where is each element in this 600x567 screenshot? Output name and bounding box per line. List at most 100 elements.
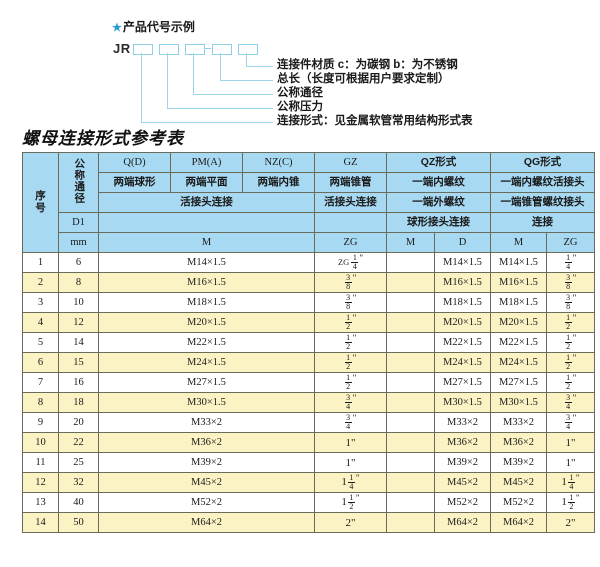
cell-qz-d: M14×1.5: [434, 252, 491, 273]
cell-gz-zg: 3 4 ": [314, 412, 387, 433]
cell-qz-m: [386, 332, 435, 353]
fraction-bar: [564, 261, 572, 263]
cell-qg-zg: 1 2 ": [546, 332, 595, 353]
table-row: 2 8 M16×1.5 3 8 " M16×1.5 M16×1.5 3 8 ": [22, 272, 595, 293]
code-note-bore: 公称通径: [277, 87, 323, 99]
cell-nominal-bore: 18: [58, 392, 99, 413]
cell-thread-m: M14×1.5: [98, 252, 315, 273]
fraction-denominator: 4: [346, 401, 351, 411]
size-whole: 1: [561, 496, 567, 508]
cell-index: 14: [22, 512, 59, 533]
cell-qg-zg: 3 8 ": [546, 272, 595, 293]
code-note-length: 总长（长度可根据用户要求定制）: [277, 73, 450, 85]
inch-size-plain: 1": [565, 436, 576, 449]
fraction-numerator: 1: [349, 492, 354, 502]
fraction-numerator: 1: [566, 252, 571, 262]
cell-index: 13: [22, 492, 59, 513]
star-icon: ★: [112, 22, 122, 34]
cell-gz-zg: 3 8 ": [314, 272, 387, 293]
fraction-bar: [347, 501, 355, 503]
table-row: 14 50 M64×2 2" M64×2 M64×2 2": [22, 512, 595, 533]
cell-qz-m: [386, 392, 435, 413]
fraction-bar: [344, 341, 352, 343]
inch-mark: ": [572, 293, 577, 303]
fraction-bar: [564, 361, 572, 363]
header-index-line1: 序: [35, 189, 46, 202]
header-code-qz: QZ形式: [386, 152, 491, 173]
fraction-denominator: 2: [346, 341, 351, 351]
cell-qz-m: [386, 352, 435, 373]
inch-size-fraction: 3 8 ": [344, 273, 357, 291]
cell-index: 1: [22, 252, 59, 273]
header-connect-qpn: 活接头连接: [98, 192, 315, 213]
cell-thread-m: M18×1.5: [98, 292, 315, 313]
inch-size-fraction: 1 1 2 ": [561, 494, 579, 511]
inch-size-fraction: 3 8 ": [564, 293, 577, 311]
cell-qz-d: M33×2: [434, 412, 491, 433]
fraction-numerator: 1: [349, 472, 354, 482]
fraction-denominator: 8: [566, 281, 571, 291]
inch-mark: ": [572, 373, 577, 383]
cell-nominal-bore: 15: [58, 352, 99, 373]
fraction-denominator: 2: [566, 361, 571, 371]
table-row: 1 6 M14×1.5 ZG 1 4 " M14×1.5 M14×1.5 1 4 ": [22, 252, 595, 273]
fraction-numerator: 1: [566, 332, 571, 342]
size-whole: 1: [561, 476, 567, 488]
fraction-denominator: 2: [566, 321, 571, 331]
cell-qg-m: M16×1.5: [490, 272, 547, 293]
table-row: 13 40 M52×2 1 1 2 " M52×2 M52×2 1 1 2 ": [22, 492, 595, 513]
cell-qg-zg: 3 4 ": [546, 392, 595, 413]
cell-nominal-bore: 12: [58, 312, 99, 333]
size-prefix: ZG: [337, 257, 350, 268]
fraction-bar: [564, 401, 572, 403]
inch-mark: ": [575, 493, 580, 503]
fraction-bar: [344, 281, 352, 283]
fraction-denominator: 4: [569, 481, 574, 491]
code-box-5: [238, 44, 258, 55]
cell-thread-m: M45×2: [98, 472, 315, 493]
fraction-denominator: 2: [566, 381, 571, 391]
nut-connection-spec-table: 序 号 公称通径 Q(D) PM(A) NZ(C) GZ QZ形式 QG形式 两…: [22, 152, 595, 533]
inch-size-plain: 2": [345, 516, 356, 529]
product-code-diagram: ★产品代号示例 JR 连接件材质 c：为碳钢 b：为不锈钢 总长（长度可根据用户…: [0, 0, 600, 133]
cell-qg-zg: 1 2 ": [546, 312, 595, 333]
fraction-numerator: 1: [346, 332, 351, 342]
cell-index: 11: [22, 452, 59, 473]
size-whole: 1: [341, 476, 347, 488]
cell-index: 2: [22, 272, 59, 293]
fraction-bar: [564, 281, 572, 283]
inch-mark: ": [572, 273, 577, 283]
fraction-bar: [564, 321, 572, 323]
cell-qg-m: M33×2: [490, 412, 547, 433]
header-row-units: mm M ZG M D M ZG: [23, 232, 595, 253]
cell-gz-zg: ZG 1 4 ": [314, 252, 387, 273]
inch-size-fraction: 1 2 ": [564, 313, 577, 331]
cell-qg-zg: 1 2 ": [546, 352, 595, 373]
fraction-bar: [564, 421, 572, 423]
cell-qg-zg: 2": [546, 512, 595, 533]
table-header: 序 号 公称通径 Q(D) PM(A) NZ(C) GZ QZ形式 QG形式 两…: [22, 152, 595, 253]
inch-mark: ": [355, 493, 360, 503]
table-row: 3 10 M18×1.5 3 8 " M18×1.5 M18×1.5 3 8 ": [22, 292, 595, 313]
cell-thread-m: M52×2: [98, 492, 315, 513]
table-row: 10 22 M36×2 1" M36×2 M36×2 1": [22, 432, 595, 453]
fraction-denominator: 2: [569, 501, 574, 511]
inch-size-fraction: 1 2 ": [344, 332, 356, 351]
inch-mark: ": [352, 373, 357, 383]
inch-mark: ": [352, 273, 357, 283]
cell-qz-m: [386, 372, 435, 393]
inch-mark: ": [572, 313, 577, 323]
header-joint-qz: 球形接头连接: [386, 212, 491, 233]
header-nominal-bore: 公称通径: [58, 152, 99, 213]
fraction-bar: [567, 501, 575, 503]
cell-gz-zg: 1 2 ": [314, 312, 387, 333]
